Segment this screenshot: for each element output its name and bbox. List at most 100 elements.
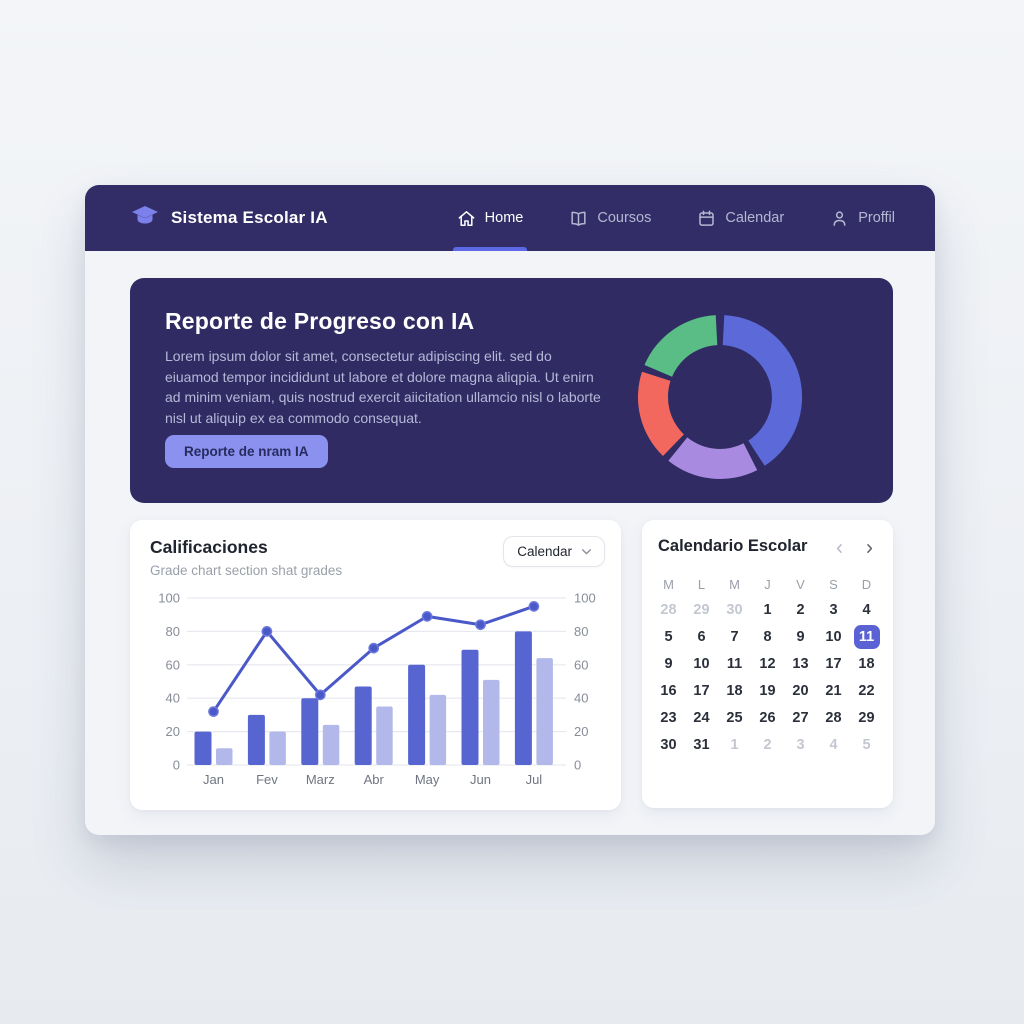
- calendar-day[interactable]: 22: [858, 682, 875, 699]
- calendar-day[interactable]: 23: [660, 709, 677, 726]
- calendar-day[interactable]: 13: [792, 655, 809, 672]
- svg-text:May: May: [415, 772, 440, 787]
- svg-text:0: 0: [574, 758, 581, 773]
- nav-menu: Home Coursos Calendar Proffil: [452, 185, 895, 251]
- svg-text:Jul: Jul: [526, 772, 543, 787]
- chevron-right-icon: [866, 543, 872, 553]
- book-icon: [569, 209, 588, 228]
- calendar-day[interactable]: 1: [730, 736, 739, 753]
- app-window: Sistema Escolar IA Home Coursos Calendar Pr…: [85, 185, 935, 835]
- calendar-day[interactable]: 2: [763, 736, 772, 753]
- calendar-nav: [829, 538, 879, 558]
- svg-text:40: 40: [166, 691, 180, 706]
- svg-text:80: 80: [166, 624, 180, 639]
- svg-text:60: 60: [574, 657, 588, 672]
- calendar-dropdown[interactable]: Calendar: [503, 536, 605, 567]
- calendar-day[interactable]: 11: [726, 655, 743, 672]
- grades-card: Calificaciones Grade chart section shat …: [130, 520, 621, 810]
- svg-text:0: 0: [173, 758, 180, 773]
- calendar-day[interactable]: 8: [763, 628, 772, 645]
- calendar-day-selected[interactable]: 11: [850, 623, 883, 650]
- calendar-day[interactable]: 5: [862, 736, 871, 753]
- calendar-day[interactable]: 18: [726, 682, 743, 699]
- svg-text:Jun: Jun: [470, 772, 491, 787]
- calendar-day-header: S: [829, 576, 838, 592]
- nav-item-proffil[interactable]: Proffil: [830, 185, 895, 251]
- svg-text:40: 40: [574, 691, 588, 706]
- calendar-day[interactable]: 28: [660, 601, 677, 618]
- donut-segment-blue: [722, 315, 803, 466]
- donut-segment-red: [637, 371, 684, 456]
- calendar-day[interactable]: 9: [664, 655, 673, 672]
- calendar-day[interactable]: 30: [726, 601, 743, 618]
- calendar-day-header: J: [764, 576, 771, 592]
- nav-item-home[interactable]: Home: [452, 185, 528, 251]
- svg-text:Marz: Marz: [306, 772, 335, 787]
- donut-chart: [632, 309, 808, 485]
- report-button[interactable]: Reporte de nram IA: [165, 435, 328, 468]
- calendar-day[interactable]: 31: [693, 736, 710, 753]
- calendar-day[interactable]: 10: [825, 628, 842, 645]
- calendar-day[interactable]: 4: [829, 736, 838, 753]
- calendar-day[interactable]: 29: [858, 709, 875, 726]
- graduation-cap-icon: [131, 204, 159, 233]
- brand-title: Sistema Escolar IA: [171, 208, 328, 227]
- calendar-day[interactable]: 19: [759, 682, 776, 699]
- calendar-grid: M L M J V S D 28 29 30 1 2 3 4 5 6 7 8 9 10 11 9 10 11 12 13 17 18 1…: [652, 572, 883, 758]
- calendar-day[interactable]: 2: [796, 601, 805, 618]
- calendar-day-header: D: [861, 576, 872, 592]
- svg-text:100: 100: [158, 591, 180, 606]
- hero-title: Reporte de Progreso con IA: [165, 308, 475, 334]
- calendar-day[interactable]: 3: [829, 601, 838, 618]
- svg-text:Jan: Jan: [203, 772, 224, 787]
- chevron-down-icon: [582, 549, 591, 555]
- calendar-day[interactable]: 3: [796, 736, 805, 753]
- calendar-day[interactable]: 27: [792, 709, 809, 726]
- calendar-day[interactable]: 6: [697, 628, 706, 645]
- nav-item-label: Calendar: [725, 210, 785, 226]
- svg-text:60: 60: [166, 657, 180, 672]
- calendar-card-title: Calendario Escolar: [658, 537, 808, 555]
- svg-text:20: 20: [166, 724, 180, 739]
- grades-chart: 0 0 20 20 40 40 60 60 80 80 100 100 Jan Fev Marz Abr May…: [158, 591, 595, 788]
- calendar-day[interactable]: 25: [726, 709, 743, 726]
- calendar-day[interactable]: 17: [693, 682, 710, 699]
- calendar-day[interactable]: 26: [759, 709, 776, 726]
- user-icon: [830, 209, 849, 228]
- nav-item-calendar[interactable]: Calendar: [697, 185, 784, 251]
- calendar-day[interactable]: 21: [825, 682, 842, 699]
- calendar-day[interactable]: 30: [660, 736, 677, 753]
- calendar-day[interactable]: 10: [693, 655, 710, 672]
- home-icon: [457, 209, 476, 228]
- calendar-day[interactable]: 9: [796, 628, 805, 645]
- calendar-icon: [697, 209, 716, 228]
- calendar-day[interactable]: 24: [693, 709, 710, 726]
- svg-text:Abr: Abr: [364, 772, 385, 787]
- nav-item-label: Proffil: [858, 210, 895, 226]
- calendar-day[interactable]: 5: [664, 628, 673, 645]
- school-calendar-card: Calendario Escolar M L M J V S D 28 29 30 1 2 3 4 5 6 7 8…: [642, 520, 893, 808]
- svg-text:Fev: Fev: [256, 772, 278, 787]
- prev-month-button[interactable]: [829, 538, 849, 558]
- hero-card: Reporte de Progreso con IA Lorem ipsum d…: [130, 278, 893, 503]
- calendar-day[interactable]: 28: [825, 709, 842, 726]
- calendar-day[interactable]: 12: [759, 655, 776, 672]
- calendar-day[interactable]: 7: [730, 628, 739, 645]
- calendar-day[interactable]: 29: [693, 601, 710, 618]
- calendar-day[interactable]: 18: [858, 655, 875, 672]
- nav-item-label: Home: [484, 210, 524, 226]
- calendar-day[interactable]: 17: [825, 655, 842, 672]
- calendar-dropdown-label: Calendar: [517, 544, 572, 559]
- calendar-day[interactable]: 4: [862, 601, 871, 618]
- calendar-day[interactable]: 1: [763, 601, 772, 618]
- calendar-day-header: V: [796, 576, 805, 592]
- nav-item-label: Coursos: [597, 210, 652, 226]
- next-month-button[interactable]: [859, 538, 879, 558]
- nav-item-coursos[interactable]: Coursos: [569, 185, 651, 251]
- grades-card-title: Calificaciones: [150, 537, 268, 557]
- svg-text:20: 20: [574, 724, 588, 739]
- calendar-day-header: L: [697, 576, 706, 592]
- calendar-day[interactable]: 16: [660, 682, 677, 699]
- calendar-day[interactable]: 20: [792, 682, 809, 699]
- calendar-day-header: M: [729, 576, 740, 592]
